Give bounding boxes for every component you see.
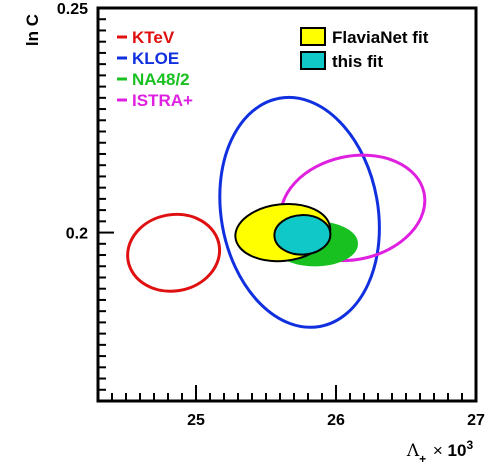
plot-frame (96, 6, 478, 403)
ticks-layer (97, 18, 463, 402)
legend-entry-istra: ISTRA+ (117, 91, 193, 110)
legend-label-istra: ISTRA+ (132, 91, 193, 110)
ellipse-ktev (126, 212, 222, 293)
legend-entry-kloe: KLOE (117, 49, 179, 68)
legend-entry-flavianet-fit: FlaviaNet fit (300, 27, 429, 47)
x-tick-label: 25 (187, 412, 205, 429)
legend-label-kloe: KLOE (132, 49, 179, 68)
legend-swatch-flavianet-fit (300, 27, 326, 46)
ellipses-layer (126, 95, 427, 329)
tick-labels: 25 26 27 0.2 0.25 (57, 1, 485, 429)
legend-label-this-fit: this fit (332, 52, 383, 71)
legend-entry-ktev: KTeV (117, 28, 175, 47)
y-axis-label: ln C (23, 14, 42, 46)
x-tick-label: 27 (467, 412, 485, 429)
ellipse-this-fit (273, 214, 332, 256)
legend-left: KTeV KLOE NA48/2 ISTRA+ (117, 28, 193, 110)
legend-swatch-this-fit (300, 51, 326, 70)
legend-label-ktev: KTeV (132, 28, 175, 47)
legend-label-na48-2: NA48/2 (132, 70, 190, 89)
x-axis-label: Λ+ × 103 (406, 438, 474, 466)
legend-entry-na48-2: NA48/2 (117, 70, 190, 89)
legend-right: FlaviaNet fit this fit (300, 27, 429, 71)
y-tick-label: 0.2 (66, 226, 88, 243)
x-tick-label: 26 (327, 412, 345, 429)
legend-label-flavianet-fit: FlaviaNet fit (332, 28, 429, 47)
ellipse-kloe (218, 95, 381, 329)
y-tick-label: 0.25 (57, 1, 88, 18)
legend-entry-this-fit: this fit (300, 51, 383, 71)
